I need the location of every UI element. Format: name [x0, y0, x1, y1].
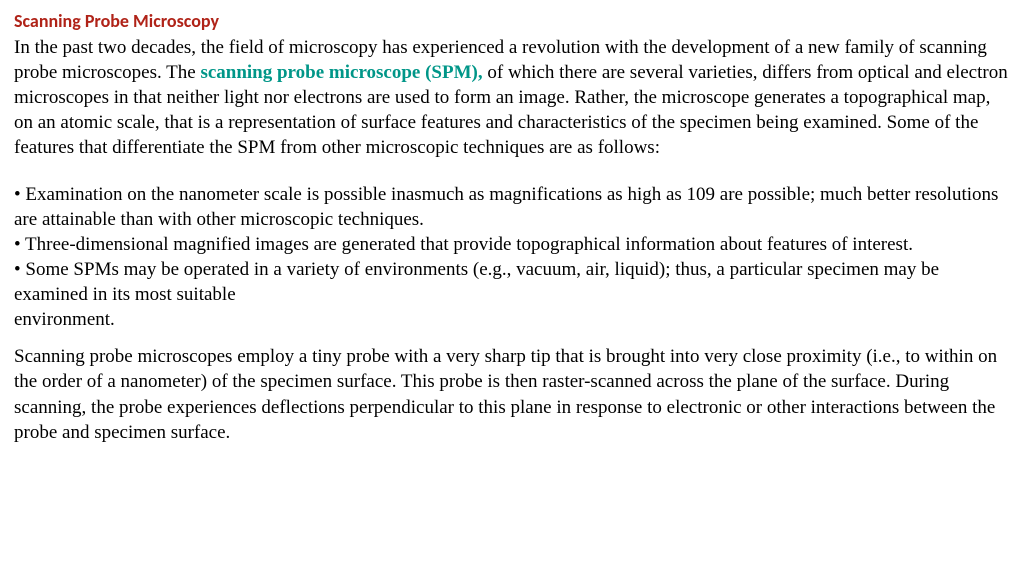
page-title: Scanning Probe Microscopy [14, 10, 1010, 33]
spacer [14, 160, 1010, 182]
bullet-2: • Three-dimensional magnified images are… [14, 232, 1010, 257]
highlight-term: scanning probe microscope (SPM), [200, 62, 482, 83]
intro-paragraph: In the past two decades, the field of mi… [14, 35, 1010, 160]
page-container: Scanning Probe Microscopy In the past tw… [0, 0, 1024, 445]
bullet-3-cont: environment. [14, 307, 1010, 332]
bullet-1: • Examination on the nanometer scale is … [14, 182, 1010, 232]
bullet-3: • Some SPMs may be operated in a variety… [14, 257, 1010, 307]
intro-line2: features that differentiate the SPM from… [14, 135, 1010, 160]
spacer-2 [14, 332, 1010, 344]
closing-paragraph: Scanning probe microscopes employ a tiny… [14, 344, 1010, 444]
